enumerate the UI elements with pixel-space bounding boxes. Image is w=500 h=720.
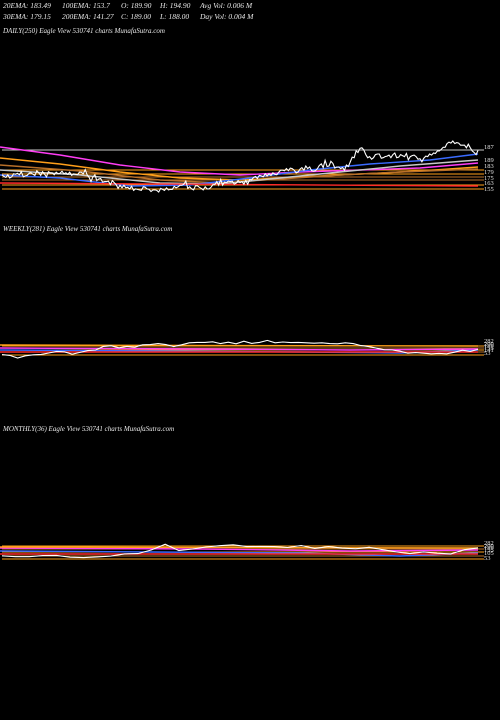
price-tick-label: 155	[484, 547, 494, 554]
ema200-stat: 200EMA: 141.27	[62, 12, 114, 21]
monthly-panel-title: MONTHLY(36) Eagle View 530741 charts Mun…	[3, 425, 175, 433]
price-tick-label: 155	[484, 345, 494, 352]
price-tick-label: 189	[484, 157, 494, 164]
close-stat: C: 189.00	[121, 12, 151, 21]
ema-line	[0, 546, 479, 549]
price-tick-label: 155	[484, 186, 494, 193]
low-stat: L: 188.00	[160, 12, 190, 21]
price-line	[1, 140, 479, 193]
price-tick-label: 282	[484, 540, 494, 547]
ema-line	[0, 146, 479, 176]
ema30-stat: 30EMA: 179.15	[3, 12, 51, 21]
price-tick-label: 189	[484, 545, 494, 552]
day-vol-stat: Day Vol: 0.004 M	[200, 12, 254, 21]
price-tick-label: 282	[484, 338, 494, 345]
ema-line	[0, 547, 479, 552]
price-tick-label: 187	[484, 144, 495, 151]
daily-panel-title: DAILY(250) Eagle View 530741 charts Muna…	[3, 27, 165, 35]
ema-line	[0, 344, 479, 347]
price-tick-label: 53	[484, 350, 491, 357]
price-tick-label: 175	[484, 175, 494, 182]
ema-line	[0, 153, 479, 187]
price-tick-label: 53	[484, 555, 491, 562]
avg-vol-stat: Avg Vol: 0.006 M	[200, 1, 253, 10]
high-stat: H: 194.90	[160, 1, 191, 10]
price-tick-label: 200	[484, 341, 494, 348]
ema20-stat: 20EMA: 183.49	[3, 1, 51, 10]
open-stat: O: 189.90	[121, 1, 152, 10]
ema-line	[0, 182, 479, 187]
price-tick-label: 105	[484, 550, 494, 557]
price-tick-label: 163	[484, 180, 494, 187]
price-tick-label: 179	[484, 169, 494, 176]
price-line	[1, 339, 479, 359]
weekly-panel-title: WEEKLY(281) Eagle View 530741 charts Mun…	[3, 225, 173, 233]
price-tick-label: 141	[484, 347, 494, 354]
price-tick-label: 189	[484, 343, 494, 350]
price-line	[1, 543, 479, 559]
ema-line	[0, 550, 479, 557]
price-tick-label: 200	[484, 543, 494, 550]
ema100-stat: 100EMA: 153.7	[62, 1, 110, 10]
price-tick-label: 183	[484, 163, 494, 170]
